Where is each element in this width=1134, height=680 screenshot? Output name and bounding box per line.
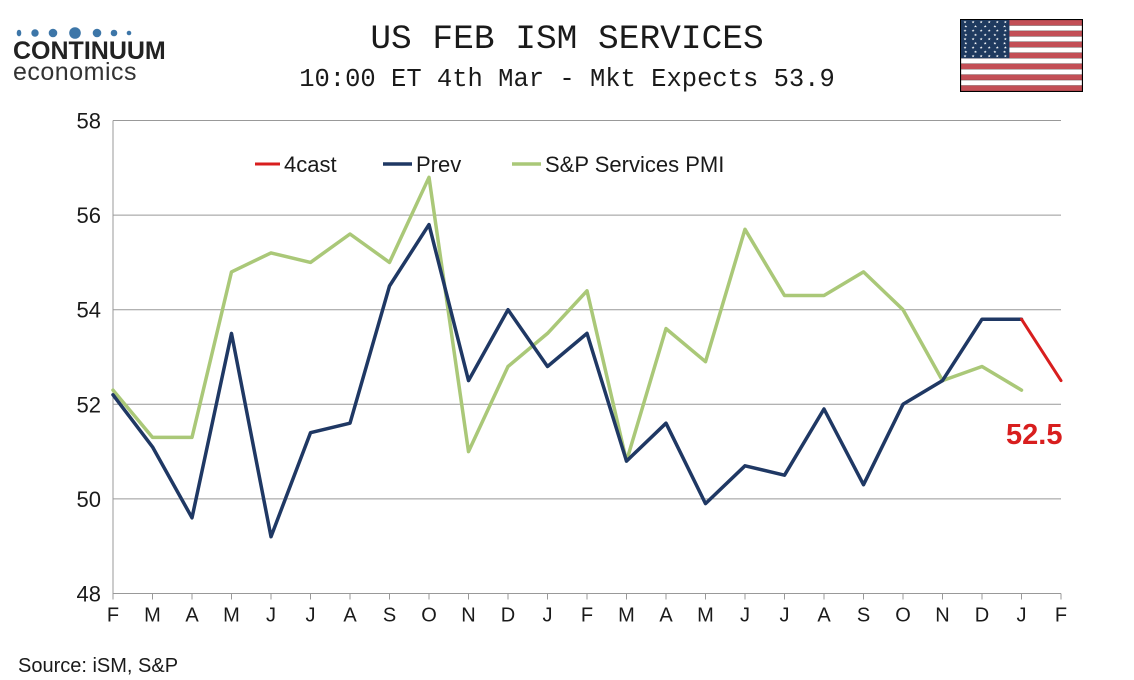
svg-text:54: 54: [77, 298, 101, 323]
svg-text:50: 50: [77, 487, 101, 512]
svg-text:48: 48: [77, 582, 101, 607]
svg-text:J: J: [740, 605, 750, 627]
svg-text:F: F: [581, 605, 593, 627]
svg-text:52: 52: [77, 392, 101, 417]
svg-text:O: O: [421, 605, 437, 627]
svg-text:S: S: [857, 605, 870, 627]
svg-text:M: M: [697, 605, 714, 627]
svg-text:O: O: [895, 605, 911, 627]
svg-text:A: A: [343, 605, 357, 627]
svg-text:J: J: [1017, 605, 1027, 627]
svg-text:D: D: [975, 605, 989, 627]
svg-text:S: S: [383, 605, 396, 627]
svg-text:M: M: [618, 605, 635, 627]
svg-text:M: M: [144, 605, 161, 627]
svg-text:A: A: [817, 605, 831, 627]
svg-text:52.5: 52.5: [1006, 419, 1062, 451]
svg-text:58: 58: [77, 109, 101, 134]
svg-text:D: D: [501, 605, 515, 627]
svg-text:J: J: [780, 605, 790, 627]
svg-text:J: J: [266, 605, 276, 627]
svg-text:Prev: Prev: [416, 152, 461, 177]
svg-text:M: M: [223, 605, 240, 627]
svg-text:A: A: [659, 605, 673, 627]
svg-text:F: F: [1055, 605, 1067, 627]
svg-text:J: J: [306, 605, 316, 627]
svg-text:F: F: [107, 605, 119, 627]
svg-text:A: A: [185, 605, 199, 627]
svg-text:J: J: [543, 605, 553, 627]
svg-text:56: 56: [77, 203, 101, 228]
svg-text:4cast: 4cast: [284, 152, 337, 177]
svg-text:N: N: [935, 605, 949, 627]
svg-text:S&P Services PMI: S&P Services PMI: [545, 152, 724, 177]
svg-text:N: N: [461, 605, 475, 627]
